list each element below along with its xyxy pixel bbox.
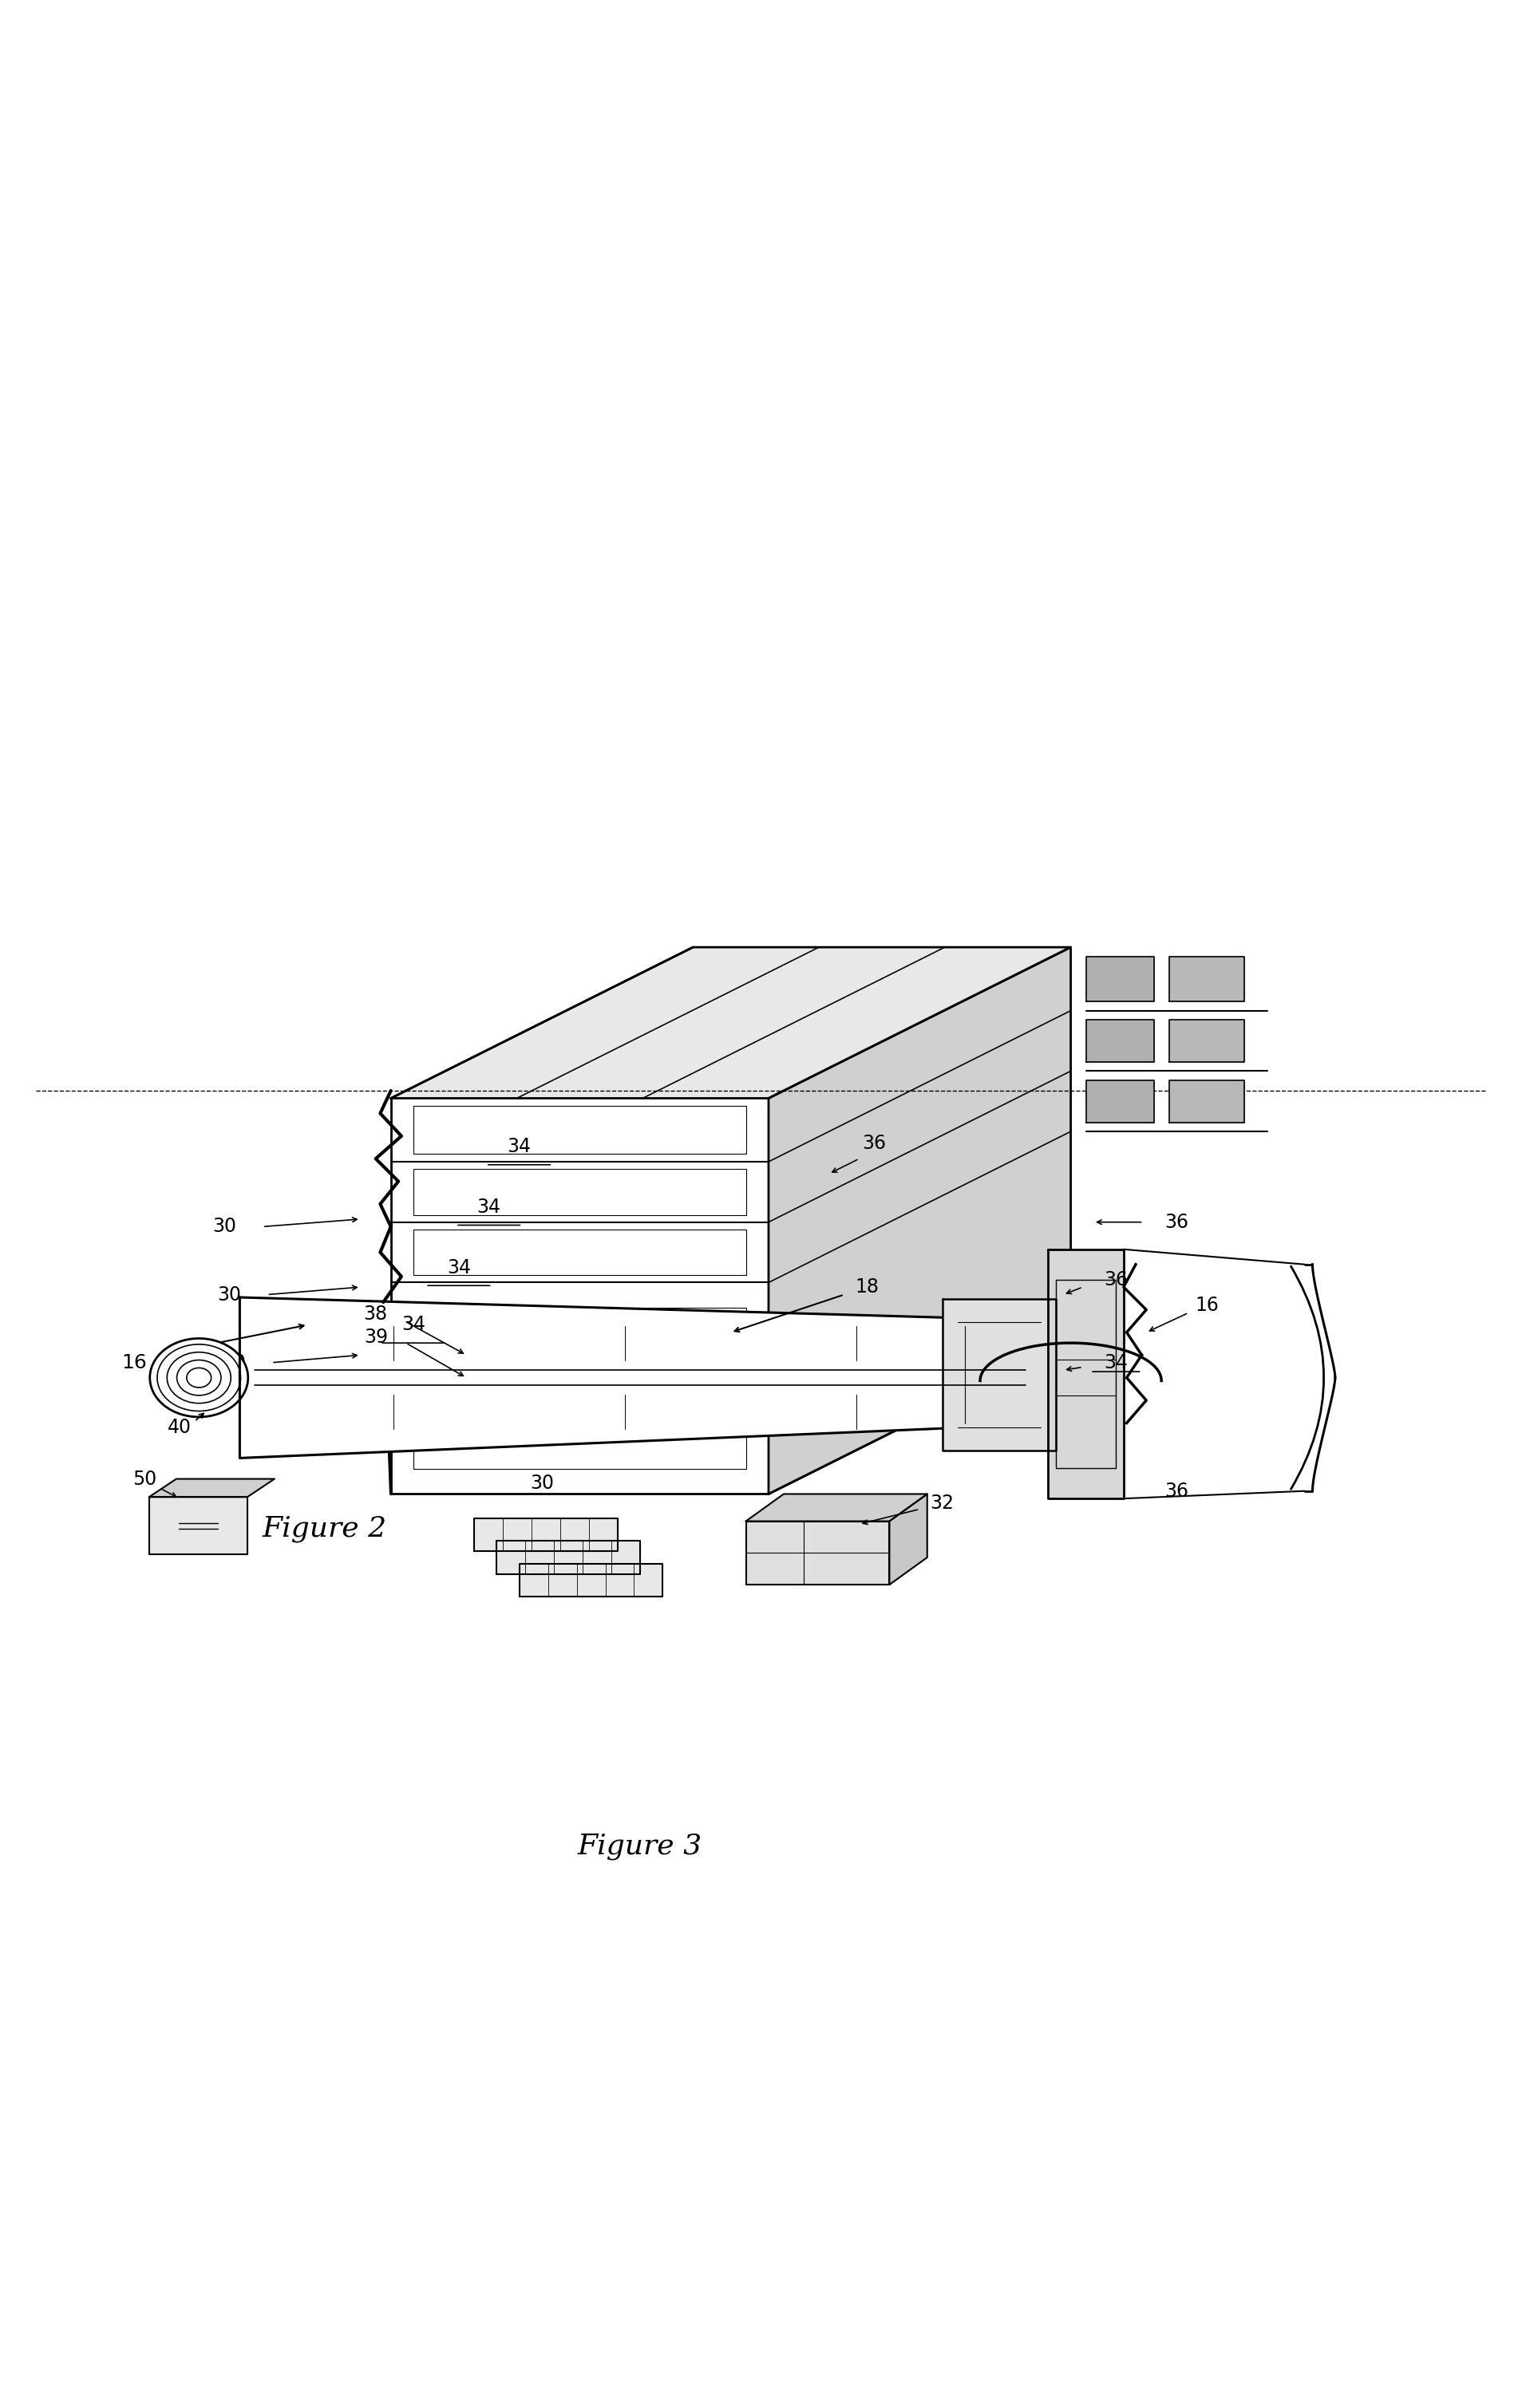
Polygon shape (942, 1300, 1056, 1450)
Text: Figure 3: Figure 3 (578, 1832, 703, 1859)
Polygon shape (1085, 956, 1154, 1002)
Text: 30: 30 (530, 1474, 554, 1493)
Text: 38: 38 (364, 1305, 388, 1324)
Text: 16: 16 (1195, 1296, 1219, 1315)
Polygon shape (496, 1541, 641, 1575)
Polygon shape (240, 1298, 1056, 1459)
Polygon shape (1049, 1250, 1123, 1498)
Polygon shape (1169, 956, 1245, 1002)
Polygon shape (1085, 1019, 1154, 1062)
Polygon shape (149, 1479, 274, 1498)
Polygon shape (746, 1493, 927, 1522)
Text: 36: 36 (1103, 1269, 1128, 1288)
Polygon shape (149, 1498, 247, 1556)
Text: 16: 16 (122, 1353, 146, 1373)
Text: 34: 34 (1103, 1353, 1128, 1373)
Text: 40: 40 (167, 1418, 192, 1438)
Text: 34: 34 (507, 1137, 531, 1156)
Text: 34: 34 (447, 1257, 470, 1276)
Text: 30: 30 (218, 1286, 240, 1305)
Ellipse shape (149, 1339, 248, 1416)
Text: 34: 34 (476, 1197, 501, 1216)
Polygon shape (746, 1522, 889, 1584)
Text: 34: 34 (402, 1315, 426, 1334)
Polygon shape (1085, 1081, 1154, 1122)
Polygon shape (473, 1517, 618, 1551)
Polygon shape (1169, 1081, 1245, 1122)
Text: Figure 2: Figure 2 (262, 1515, 387, 1541)
Polygon shape (519, 1563, 662, 1597)
Polygon shape (769, 946, 1071, 1493)
Text: 50: 50 (132, 1469, 157, 1488)
Text: 36: 36 (1164, 1481, 1189, 1500)
Text: 18: 18 (855, 1279, 878, 1296)
Text: 39: 39 (364, 1327, 388, 1346)
Text: 30: 30 (222, 1353, 245, 1373)
Polygon shape (391, 946, 1071, 1098)
Text: 30: 30 (213, 1216, 236, 1235)
Text: 36: 36 (863, 1134, 886, 1153)
Polygon shape (1169, 1019, 1245, 1062)
Polygon shape (889, 1493, 927, 1584)
Text: 36: 36 (1164, 1214, 1189, 1233)
Text: 32: 32 (930, 1493, 954, 1512)
Polygon shape (391, 1098, 769, 1493)
